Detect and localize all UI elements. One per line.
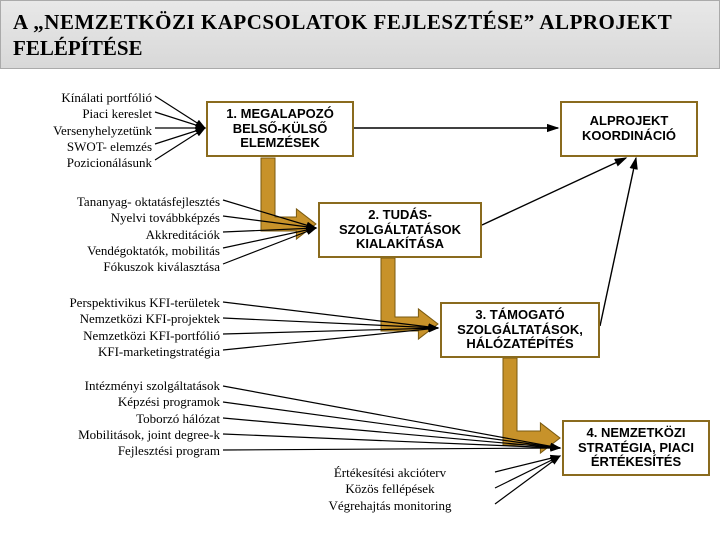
textblock-tb3: Perspektivikus KFI-területekNemzetközi K… — [12, 295, 220, 360]
textblock-tb5: Értékesítési akciótervKözös fellépésekVé… — [290, 465, 490, 514]
title-main: EMZETKÖZI KAPCSOLATOK FEJLESZTÉSE — [60, 10, 524, 34]
textblock-tb2: Tananyag- oktatásfejlesztésNyelvi tovább… — [12, 194, 220, 275]
title-line2: FELÉPÍTÉSE — [13, 35, 707, 61]
title-suffix: ” — [524, 10, 540, 34]
title-bar: A „NEMZETKÖZI KAPCSOLATOK FEJLESZTÉSE” A… — [0, 0, 720, 69]
node-n1: 1. MEGALAPOZÓBELSŐ-KÜLSŐELEMZÉSEK — [206, 101, 354, 157]
node-coord: ALPROJEKTKOORDINÁCIÓ — [560, 101, 698, 157]
node-n4: 4. NEMZETKÖZISTRATÉGIA, PIACIÉRTÉKESÍTÉS — [562, 420, 710, 476]
title-prefix: A „N — [13, 10, 60, 34]
title-alprojekt: ALPROJEKT — [539, 10, 672, 34]
node-n2: 2. TUDÁS-SZOLGÁLTATÁSOKKIALAKÍTÁSA — [318, 202, 482, 258]
textblock-tb1: Kínálati portfólióPiaci keresletVersenyh… — [12, 90, 152, 171]
textblock-tb4: Intézményi szolgáltatásokKépzési program… — [12, 378, 220, 459]
node-n3: 3. TÁMOGATÓSZOLGÁLTATÁSOK,HÁLÓZATÉPÍTÉS — [440, 302, 600, 358]
